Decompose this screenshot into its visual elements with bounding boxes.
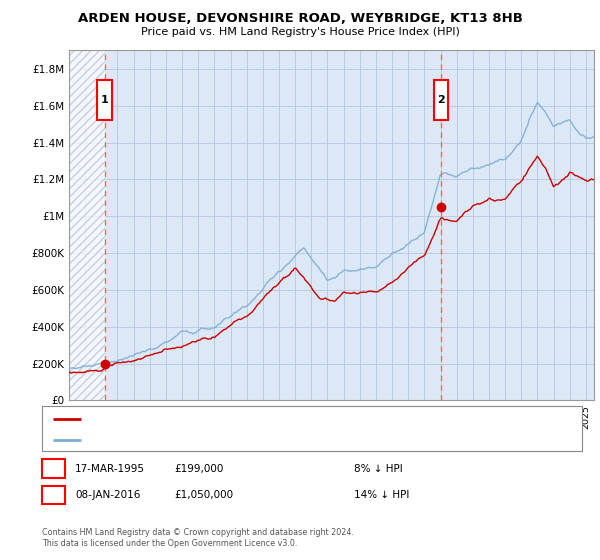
Text: Price paid vs. HM Land Registry's House Price Index (HPI): Price paid vs. HM Land Registry's House …: [140, 27, 460, 37]
Text: HPI: Average price, detached house, Elmbridge: HPI: Average price, detached house, Elmb…: [87, 435, 311, 444]
Text: Contains HM Land Registry data © Crown copyright and database right 2024.
This d: Contains HM Land Registry data © Crown c…: [42, 528, 354, 548]
Text: 17-MAR-1995: 17-MAR-1995: [75, 464, 145, 474]
FancyBboxPatch shape: [434, 80, 448, 120]
Text: 1: 1: [101, 95, 109, 105]
Text: ARDEN HOUSE, DEVONSHIRE ROAD, WEYBRIDGE, KT13 8HB: ARDEN HOUSE, DEVONSHIRE ROAD, WEYBRIDGE,…: [77, 12, 523, 25]
Text: 2: 2: [437, 95, 445, 105]
Text: ARDEN HOUSE, DEVONSHIRE ROAD, WEYBRIDGE, KT13 8HB (detached house): ARDEN HOUSE, DEVONSHIRE ROAD, WEYBRIDGE,…: [87, 414, 457, 423]
Text: £1,050,000: £1,050,000: [174, 490, 233, 500]
Text: 2: 2: [50, 490, 57, 500]
Bar: [69, 50, 104, 400]
Text: 14% ↓ HPI: 14% ↓ HPI: [354, 490, 409, 500]
FancyBboxPatch shape: [97, 80, 112, 120]
Text: 8% ↓ HPI: 8% ↓ HPI: [354, 464, 403, 474]
Text: 1: 1: [50, 464, 57, 474]
Text: 08-JAN-2016: 08-JAN-2016: [75, 490, 140, 500]
Text: £199,000: £199,000: [174, 464, 223, 474]
